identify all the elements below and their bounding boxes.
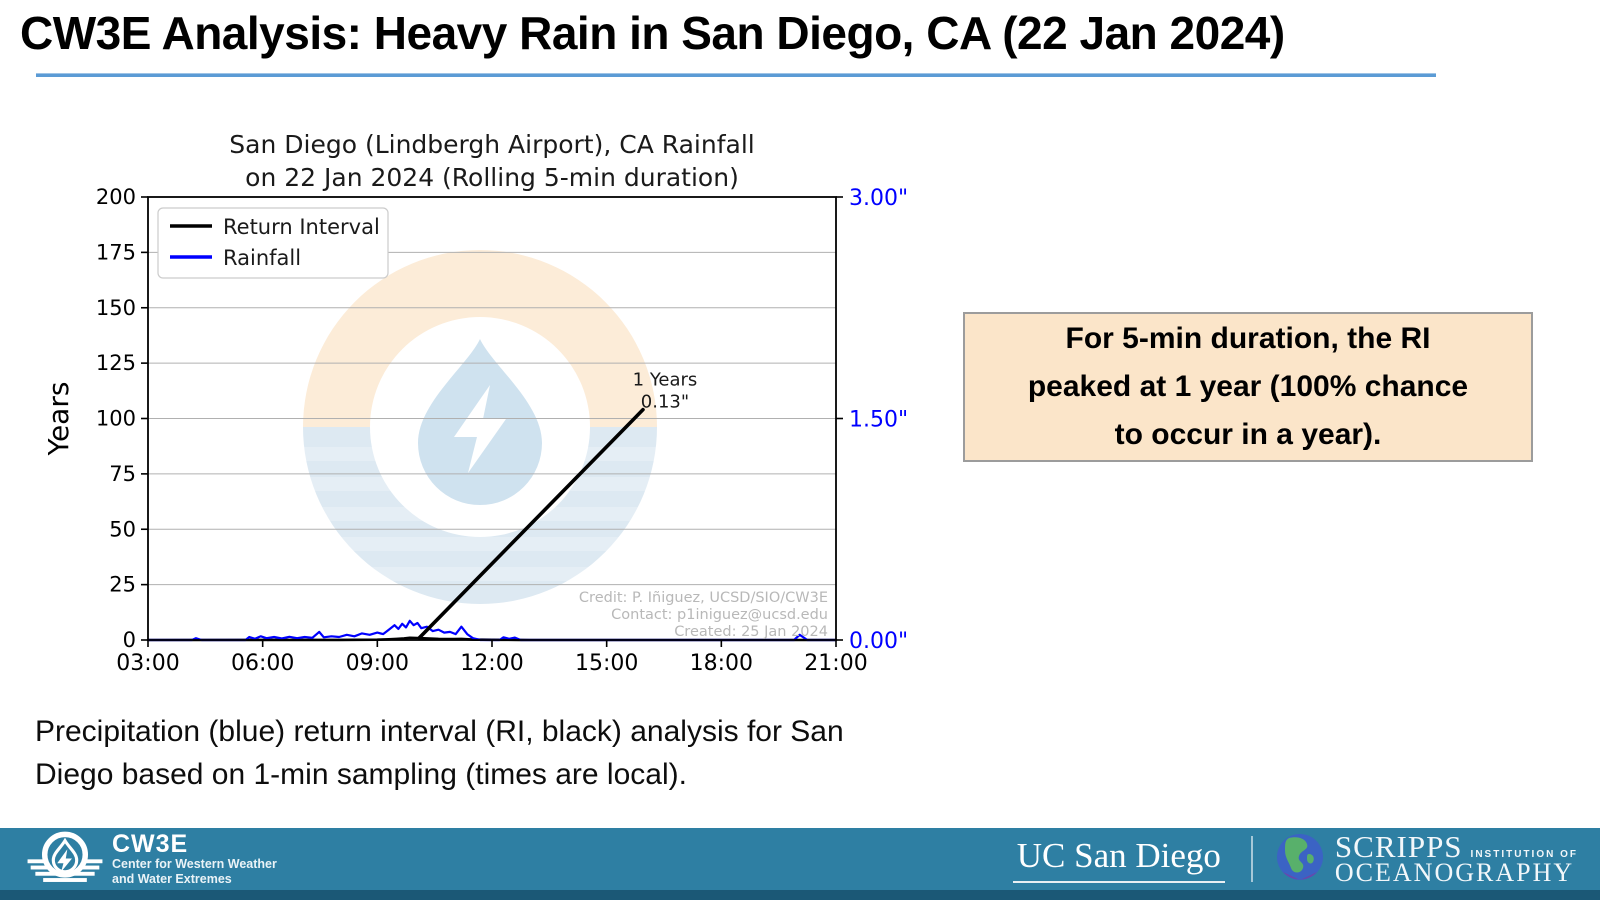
left-tick-label: 200 <box>96 185 136 209</box>
legend-box <box>157 207 389 279</box>
cw3e-tagline-2: and Water Extremes <box>112 872 232 886</box>
footer-bar: CW3E Center for Western Weather and Wate… <box>0 828 1600 890</box>
left-tick-label: 175 <box>96 240 136 264</box>
cw3e-tagline-1: Center for Western Weather <box>112 857 277 871</box>
right-tick-label: 3.00" <box>849 186 908 211</box>
left-tick-label: 25 <box>109 573 136 597</box>
x-tick-label: 06:00 <box>231 651 294 676</box>
scripps-globe-icon <box>1275 832 1325 887</box>
left-tick-label: 125 <box>96 351 136 375</box>
caption-line-2: Diego based on 1-min sampling (times are… <box>35 758 687 791</box>
cw3e-logo-icon <box>26 828 104 891</box>
title-underline <box>36 73 1436 77</box>
callout-line-1: For 5-min duration, the RI <box>1065 322 1431 355</box>
left-tick-label: 0 <box>123 628 136 652</box>
logo-divider <box>1250 836 1253 882</box>
legend-label-1: Rainfall <box>223 246 301 270</box>
x-tick-label: 15:00 <box>575 651 638 676</box>
right-tick-label: 1.50" <box>849 408 908 433</box>
scripps-logo-block: SCRIPPS INSTITUTION OF OCEANOGRAPHY <box>1275 828 1578 887</box>
callout-box: For 5-min duration, the RI peaked at 1 y… <box>963 312 1533 462</box>
scripps-name: SCRIPPS <box>1334 828 1463 864</box>
left-tick-label: 150 <box>96 296 136 320</box>
x-tick-label: 21:00 <box>804 651 867 676</box>
callout-line-3: to occur in a year). <box>1114 418 1382 451</box>
annotation-line-1: 1 Years <box>633 370 698 391</box>
rainfall-chart: 0 25 50 75 100 125 150 175 200 03:00 06:00 09:00 12:… <box>42 130 908 676</box>
x-tick-label: 18:00 <box>690 651 753 676</box>
watermark-stripe <box>303 537 657 551</box>
chart-title-line-1: San Diego (Lindbergh Airport), CA Rainfa… <box>229 130 754 159</box>
cw3e-text-block: CW3E Center for Western Weather and Wate… <box>112 831 277 887</box>
credit-line-3: Created: 25 Jan 2024 <box>674 624 828 640</box>
legend-label-0: Return Interval <box>223 215 380 239</box>
chart-title-line-2: on 22 Jan 2024 (Rolling 5-min duration) <box>245 163 739 192</box>
scripps-institution-of: INSTITUTION OF <box>1470 848 1578 860</box>
annotation-line-2: 0.13" <box>641 392 689 413</box>
right-tick-label: 0.00" <box>849 629 908 654</box>
ucsd-wordmark: UC San Diego <box>1012 836 1225 883</box>
legend: Return Interval Rainfall <box>157 207 389 279</box>
caption-line-1: Precipitation (blue) return interval (RI… <box>35 715 844 748</box>
x-tick-label: 03:00 <box>116 651 179 676</box>
footer-logos-right: UC San Diego SCRIPPS INSTITUTION OF OCEA… <box>1012 828 1578 887</box>
callout-line-2: peaked at 1 year (100% chance <box>1027 370 1469 403</box>
left-tick-label: 100 <box>96 407 136 431</box>
credit-line-2: Contact: p1iniguez@ucsd.edu <box>611 607 828 623</box>
cw3e-logo-watermark <box>303 250 657 604</box>
annotation-arrow <box>417 407 645 640</box>
scripps-oceanography: OCEANOGRAPHY <box>1334 857 1575 887</box>
figure-caption: Precipitation (blue) return interval (RI… <box>35 710 985 796</box>
cw3e-name: CW3E <box>112 830 189 858</box>
credit-line-1: Credit: P. Iñiguez, UCSD/SIO/CW3E <box>579 590 828 606</box>
cw3e-logo-block: CW3E Center for Western Weather and Wate… <box>26 828 277 891</box>
left-tick-label: 75 <box>109 462 136 486</box>
x-tick-label: 12:00 <box>460 651 523 676</box>
x-tick-label: 09:00 <box>346 651 409 676</box>
y-axis-label: Years <box>42 382 75 457</box>
slide-title: CW3E Analysis: Heavy Rain in San Diego, … <box>20 7 1285 59</box>
scripps-text-block: SCRIPPS INSTITUTION OF OCEANOGRAPHY <box>1334 828 1578 887</box>
footer-bottom-strip <box>0 890 1600 900</box>
left-tick-label: 50 <box>109 517 136 541</box>
watermark-bolt <box>454 385 506 473</box>
